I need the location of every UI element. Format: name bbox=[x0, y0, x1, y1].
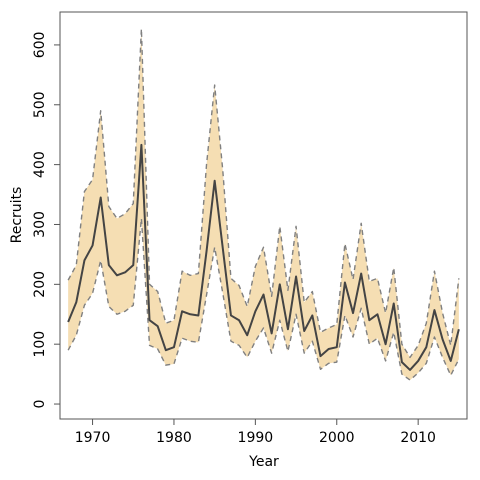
y-tick-label-300: 300 bbox=[32, 211, 48, 238]
confidence-band bbox=[68, 28, 459, 381]
y-axis: 0 100 200 300 400 500 600 bbox=[32, 32, 60, 409]
median-line bbox=[67, 143, 460, 371]
plot-frame bbox=[59, 11, 468, 420]
x-tick-label-1970: 1970 bbox=[75, 430, 111, 446]
x-axis-title: Year bbox=[248, 454, 279, 470]
upper-bound-line bbox=[67, 28, 460, 359]
plot-area bbox=[67, 28, 460, 381]
y-tick-label-400: 400 bbox=[32, 151, 48, 178]
x-axis: 1970 1980 1990 2000 2010 bbox=[75, 419, 436, 446]
y-tick-label-200: 200 bbox=[32, 271, 48, 298]
x-tick-label-2010: 2010 bbox=[400, 430, 436, 446]
x-tick-label-2000: 2000 bbox=[319, 430, 355, 446]
x-tick-label-1980: 1980 bbox=[156, 430, 192, 446]
y-tick-label-0: 0 bbox=[32, 400, 48, 409]
y-tick-label-500: 500 bbox=[32, 91, 48, 118]
lower-bound-line bbox=[67, 217, 460, 381]
x-tick-label-1990: 1990 bbox=[238, 430, 274, 446]
y-tick-label-600: 600 bbox=[32, 32, 48, 59]
y-tick-label-100: 100 bbox=[32, 331, 48, 358]
y-axis-title: Recruits bbox=[9, 187, 25, 244]
